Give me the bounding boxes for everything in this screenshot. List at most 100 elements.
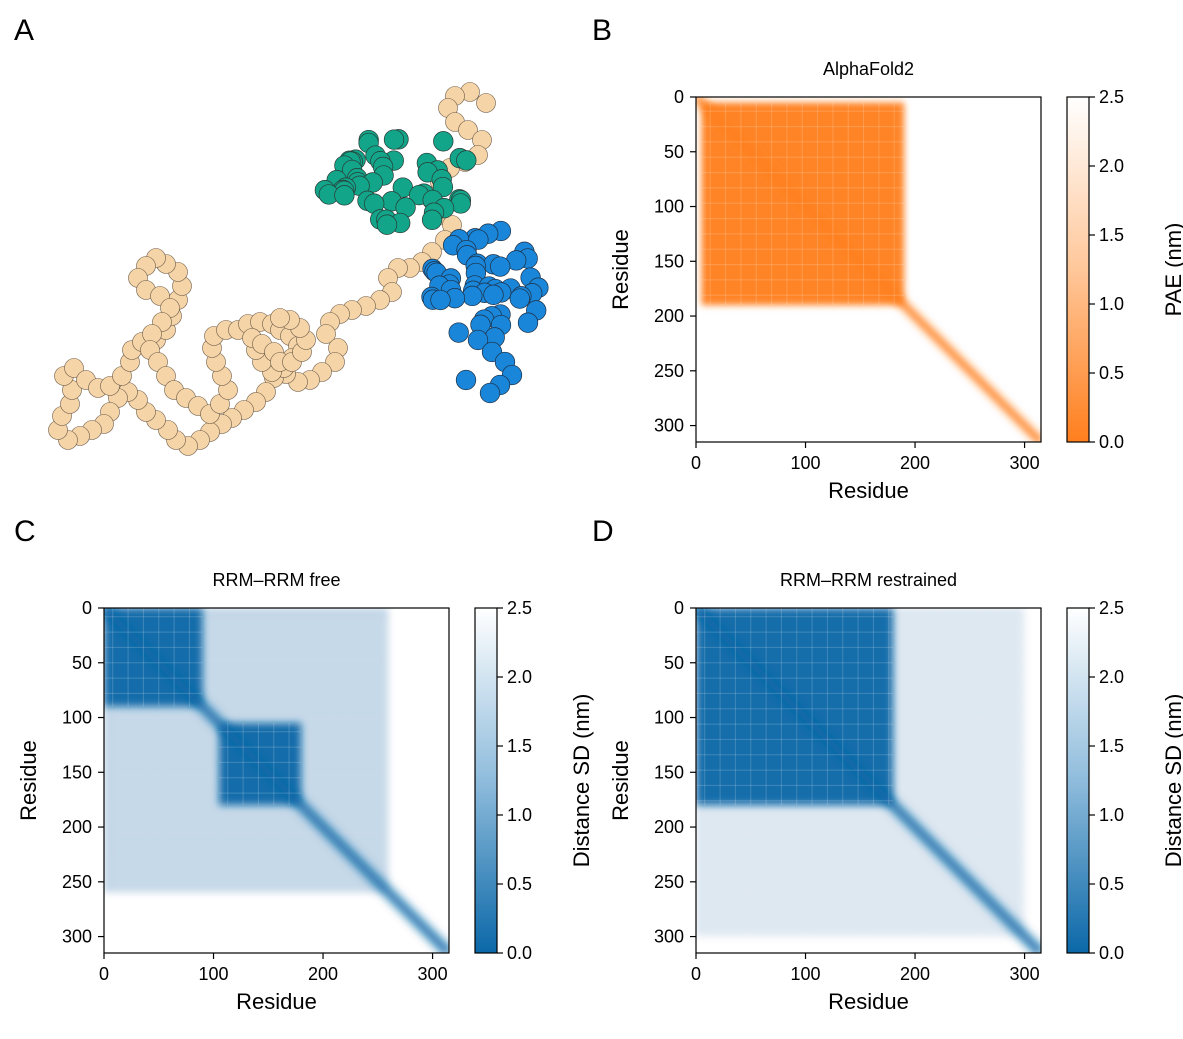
panel-letter-d: D <box>592 515 614 548</box>
bead-rrm1 <box>334 185 355 206</box>
heatmap-stripe <box>696 881 1025 884</box>
heatmap-stripe <box>696 832 1025 835</box>
y-tick-label: 0 <box>674 598 684 618</box>
colorbar-tick-label: 0.5 <box>507 874 532 894</box>
chart-title: AlphaFold2 <box>823 59 914 79</box>
heatmap-stripe <box>104 848 389 851</box>
y-tick-label: 300 <box>62 927 92 947</box>
colorbar-tick-label: 2.5 <box>1099 87 1124 107</box>
colorbar-tick-label: 0.0 <box>507 943 532 963</box>
chart-title: RRM–RRM restrained <box>780 570 957 590</box>
heatmap-stripe <box>104 898 389 901</box>
y-tick-label: 250 <box>654 872 684 892</box>
bead-rrm2 <box>467 329 489 351</box>
x-tick-label: 100 <box>199 964 229 984</box>
x-axis-label: Residue <box>828 989 909 1014</box>
colorbar-label: Distance SD (nm) <box>1161 694 1183 868</box>
y-tick-label: 200 <box>62 817 92 837</box>
bead-rrm2 <box>517 312 539 333</box>
heatmap-stripe <box>696 865 1025 868</box>
heatmap-stripe <box>1019 608 1022 937</box>
y-tick-label: 250 <box>62 872 92 892</box>
heatmap-stripe <box>696 848 1025 851</box>
heatmap-diagonal-halo <box>696 97 1041 442</box>
colorbar-tick-label: 1.0 <box>507 805 532 825</box>
colorbar-tick-label: 0.0 <box>1099 432 1124 452</box>
heatmap-stripe <box>696 914 1025 917</box>
bead-rrm1 <box>421 209 443 230</box>
colorbar-tick-label: 2.5 <box>507 598 532 618</box>
heatmap-stripe <box>696 873 1025 876</box>
heatmap-stripe <box>312 608 315 893</box>
bead-disordered <box>316 324 336 344</box>
heatmap-stripe <box>969 608 972 937</box>
heatmap-stripe <box>104 931 389 934</box>
y-tick-label: 150 <box>62 762 92 782</box>
heatmap-stripe <box>418 608 421 893</box>
heatmap-stripe <box>696 931 1025 934</box>
y-tick-label: 250 <box>654 361 684 381</box>
y-tick-label: 0 <box>82 598 92 618</box>
heatmap-stripe <box>386 608 389 893</box>
colorbar-tick-label: 0.5 <box>1099 874 1124 894</box>
colorbar <box>474 607 498 954</box>
heatmap-stripe <box>104 873 389 876</box>
heatmap-stripe <box>696 824 1025 827</box>
y-tick-label: 200 <box>654 306 684 326</box>
heatmap-stripe <box>361 608 364 893</box>
bead-rrm2 <box>455 369 477 391</box>
x-tick-label: 0 <box>99 964 109 984</box>
x-tick-label: 300 <box>1010 453 1040 473</box>
y-axis-label: Residue <box>608 740 633 821</box>
heatmap-stripe <box>320 608 323 893</box>
bead-rrm2 <box>490 256 511 277</box>
heatmap-stripe <box>344 608 347 893</box>
y-tick-label: 300 <box>654 927 684 947</box>
panel-letter-b: B <box>592 14 612 47</box>
colorbar-label: Distance SD (nm) <box>569 694 594 868</box>
heatmap-stripe <box>303 608 306 893</box>
y-tick-label: 150 <box>654 762 684 782</box>
heatmap-stripe <box>895 608 898 937</box>
bead-disordered <box>270 308 290 328</box>
heatmap-stripe <box>696 922 1025 925</box>
heatmap-stripe <box>402 608 405 893</box>
heatmap-stripe <box>696 816 1025 819</box>
bead-rrm1 <box>433 131 454 152</box>
colorbar-label: PAE (nm) <box>1161 223 1183 317</box>
bead-rrm2 <box>462 285 483 307</box>
heatmap-stripe <box>696 898 1025 901</box>
heatmap-stripe <box>945 608 948 937</box>
heatmap-stripe <box>427 608 430 893</box>
bead-rrm2 <box>479 382 501 404</box>
panel-letter-c: C <box>14 515 36 548</box>
heatmap-stripe <box>1010 608 1013 937</box>
x-tick-label: 300 <box>1010 964 1040 984</box>
heatmap-stripe <box>104 922 389 925</box>
x-axis-label: Residue <box>828 478 909 503</box>
heatmap-stripe <box>696 939 1025 942</box>
bead-disordered <box>458 120 478 140</box>
heatmap-stripe <box>104 816 389 819</box>
colorbar-tick-label: 2.0 <box>1099 667 1124 687</box>
x-tick-label: 300 <box>418 964 448 984</box>
y-tick-label: 50 <box>664 142 684 162</box>
heatmap-stripe <box>696 906 1025 909</box>
heatmap-stripe <box>336 608 339 893</box>
heatmap-area <box>104 608 449 953</box>
heatmap-stripe <box>696 857 1025 860</box>
heatmap-stripe <box>377 608 380 893</box>
colorbar-tick-label: 2.0 <box>507 667 532 687</box>
bead-rrm2 <box>509 288 530 309</box>
molecule-structure <box>48 82 549 456</box>
heatmap-stripe <box>104 832 389 835</box>
y-tick-label: 200 <box>654 817 684 837</box>
y-tick-label: 300 <box>654 416 684 436</box>
x-tick-label: 200 <box>308 964 338 984</box>
colorbar-tick-label: 2.0 <box>1099 156 1124 176</box>
chart-title: RRM–RRM free <box>212 570 340 590</box>
panel-d-heatmap: RRM–RRM restrained 0 100 200 300 0 50 100 150 200… <box>608 570 1183 1014</box>
panel-b-heatmap: AlphaFold2 0 100 200 300 0 50 100 150 200 250 300 Re… <box>608 59 1183 503</box>
heatmap-stripe <box>1027 608 1030 937</box>
heatmap-stripe <box>961 608 964 937</box>
